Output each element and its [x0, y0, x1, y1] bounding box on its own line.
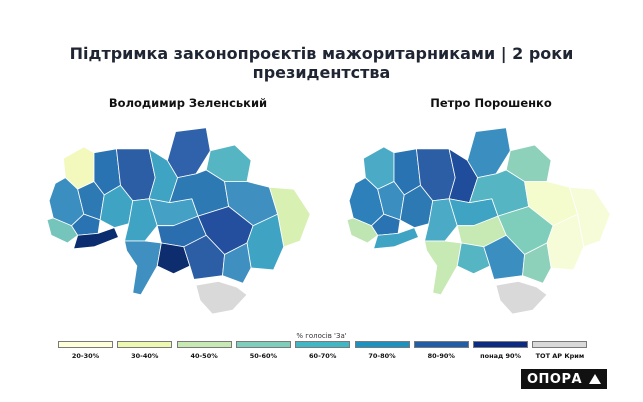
- legend-label: 30-40%: [131, 352, 159, 360]
- legend-label: 60-70%: [309, 352, 337, 360]
- legend-item: 30-40%: [117, 341, 173, 360]
- ukraine-map-poroshenko: [346, 127, 611, 315]
- opora-logo: ОПОРА: [521, 369, 607, 389]
- legend-item: 50-60%: [235, 341, 291, 360]
- legend-label: понад 90%: [480, 352, 522, 360]
- legend-label: 70-80%: [368, 352, 396, 360]
- legend-swatch: [295, 341, 351, 348]
- region-zaporizhzhia: [522, 242, 552, 284]
- region-crimea: [495, 280, 548, 315]
- legend-label: ТОТ АР Крим: [535, 352, 585, 360]
- legend-label: 20-30%: [71, 352, 100, 360]
- legend-swatch: [117, 341, 173, 348]
- map-label-poroshenko: Петро Порошенко: [430, 96, 552, 110]
- chart-title: Підтримка законопроєктів мажоритарниками…: [69, 44, 574, 82]
- legend-item: 60-70%: [295, 341, 351, 360]
- logo-text: ОПОРА: [527, 371, 583, 387]
- legend-label: 80-90%: [427, 352, 455, 360]
- legend-item: 70-80%: [354, 341, 410, 360]
- legend-item: 40-50%: [176, 341, 232, 360]
- region-mykolaiv: [156, 242, 191, 275]
- triangle-icon: [589, 374, 601, 384]
- region-odesa: [424, 240, 462, 296]
- region-chernivtsi: [373, 227, 419, 250]
- region-ivano-frankivsk: [71, 213, 101, 236]
- legend-swatch: [473, 341, 529, 348]
- region-crimea: [195, 280, 248, 315]
- region-zaporizhzhia: [222, 242, 252, 284]
- region-mykolaiv: [456, 242, 491, 275]
- map-label-zelensky: Володимир Зеленський: [108, 96, 268, 110]
- legend-label: 50-60%: [249, 352, 278, 360]
- ukraine-map-zelensky: [46, 127, 311, 315]
- region-ivano-frankivsk: [371, 213, 401, 236]
- legend-title: % голосів 'За': [296, 332, 347, 340]
- region-odesa: [124, 240, 162, 296]
- legend-swatch: [176, 341, 232, 348]
- legend: 20-30% 30-40% 40-50% 50-60% 60-70% 70-80% 80-9…: [58, 341, 588, 365]
- legend-swatch: [354, 341, 410, 348]
- region-chernihiv: [167, 127, 211, 179]
- legend-label: 40-50%: [190, 352, 218, 360]
- legend-item: ТОТ АР Крим: [532, 341, 588, 360]
- region-chernivtsi: [73, 227, 119, 250]
- region-chernihiv: [467, 127, 511, 179]
- legend-item: понад 90%: [473, 341, 529, 360]
- legend-item: 80-90%: [413, 341, 469, 360]
- legend-item: 20-30%: [58, 341, 113, 360]
- legend-swatch: [413, 341, 469, 348]
- legend-swatch: [532, 341, 588, 348]
- legend-swatch: [235, 341, 291, 348]
- legend-swatch: [58, 341, 113, 348]
